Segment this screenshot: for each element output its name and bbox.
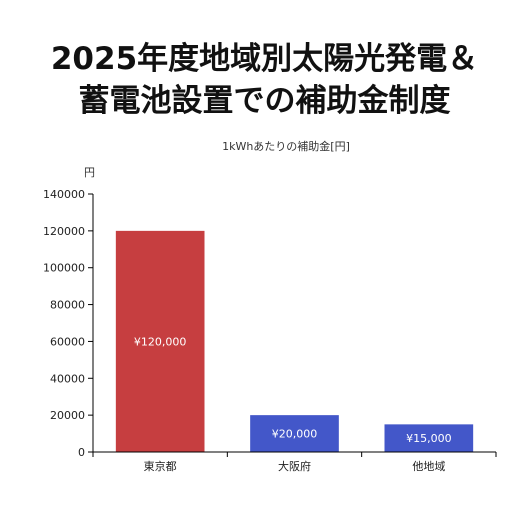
y-tick-label: 120000 bbox=[43, 225, 85, 238]
bar-value-label: ¥120,000 bbox=[134, 335, 187, 348]
y-tick-label: 60000 bbox=[50, 335, 85, 348]
y-tick-label: 0 bbox=[78, 446, 85, 459]
chart-title: 2025年度地域別太陽光発電＆ 蓄電池設置での補助金制度 bbox=[0, 38, 529, 122]
x-axis: 東京都 大阪府 他地域 bbox=[92, 451, 497, 473]
bars: ¥120,000 ¥20,000 ¥15,000 bbox=[115, 230, 474, 452]
bar-3 bbox=[384, 424, 474, 452]
y-tick-label: 140000 bbox=[43, 188, 85, 201]
bar-1 bbox=[115, 230, 205, 452]
x-category-label: 東京都 bbox=[144, 459, 177, 473]
chart-title-line2: 蓄電池設置での補助金制度 bbox=[78, 83, 451, 119]
x-category-label: 大阪府 bbox=[278, 459, 311, 473]
y-tick-label: 80000 bbox=[50, 299, 85, 312]
y-axis-unit-label: 円 bbox=[84, 166, 95, 179]
bar-value-label: ¥15,000 bbox=[406, 432, 452, 445]
chart-subtitle: 1kWhあたりの補助金[円] bbox=[222, 139, 350, 153]
y-tick-label: 20000 bbox=[50, 409, 85, 422]
y-tick-label: 40000 bbox=[50, 372, 85, 385]
y-axis: 0 20000 40000 60000 80000 100000 120000 140000 bbox=[43, 188, 94, 459]
x-category-label: 他地域 bbox=[412, 460, 445, 473]
chart-title-line1: 2025年度地域別太陽光発電＆ bbox=[50, 41, 479, 77]
y-tick-label: 100000 bbox=[43, 262, 85, 275]
bar-2 bbox=[250, 415, 339, 452]
bar-value-label: ¥20,000 bbox=[272, 428, 318, 441]
